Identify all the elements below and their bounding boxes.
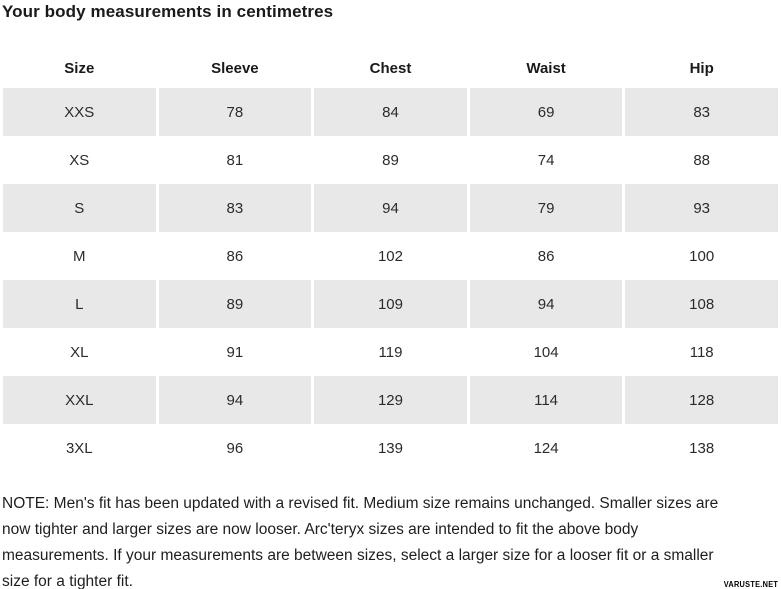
- cell-size: 3XL: [3, 424, 156, 472]
- cell-chest: 139: [314, 424, 467, 472]
- cell-size: S: [3, 184, 156, 232]
- header-row: Size Sleeve Chest Waist Hip: [3, 48, 778, 88]
- cell-sleeve: 96: [158, 424, 312, 472]
- table-row-m: M 86 102 86 100: [3, 232, 778, 280]
- table-row-xxs: XXS 78 84 69 83: [3, 88, 778, 136]
- cell-waist: 86: [469, 232, 623, 280]
- cell-hip: 93: [625, 184, 778, 232]
- column-header-size: Size: [64, 59, 95, 77]
- cell-size: XL: [3, 328, 156, 376]
- cell-size: XS: [3, 136, 156, 184]
- cell-waist: 124: [469, 424, 623, 472]
- cell-hip: 118: [625, 328, 778, 376]
- column-header-sleeve: Sleeve: [211, 59, 259, 77]
- table-row-xxl: XXL 94 129 114 128: [3, 376, 778, 424]
- cell-chest: 119: [314, 328, 467, 376]
- cell-chest: 129: [314, 376, 467, 424]
- cell-size: L: [3, 280, 156, 328]
- cell-size: XXS: [3, 88, 156, 136]
- column-header-chest: Chest: [369, 59, 412, 77]
- cell-waist: 94: [469, 280, 623, 328]
- cell-sleeve: 94: [158, 376, 312, 424]
- cell-size: XXL: [3, 376, 156, 424]
- cell-sleeve: 83: [158, 184, 312, 232]
- cell-sleeve: 86: [158, 232, 312, 280]
- cell-hip: 83: [625, 88, 778, 136]
- note-line: NOTE: Men's fit has been updated with a …: [2, 495, 719, 512]
- cell-chest: 102: [314, 232, 467, 280]
- table-row-l: L 89 109 94 108: [3, 280, 778, 328]
- cell-sleeve: 81: [158, 136, 312, 184]
- note-line: now tighter and larger sizes are now loo…: [2, 521, 639, 538]
- cell-size: M: [3, 232, 156, 280]
- cell-chest: 84: [314, 88, 467, 136]
- note-text: NOTE: Men's fit has been updated with a …: [2, 491, 781, 589]
- note-line: measurements. If your measurements are b…: [2, 547, 714, 564]
- cell-waist: 79: [469, 184, 623, 232]
- cell-hip: 88: [625, 136, 778, 184]
- cell-hip: 128: [625, 376, 778, 424]
- watermark: VARUSTE.NET: [723, 580, 778, 589]
- cell-chest: 109: [314, 280, 467, 328]
- measurements-table: Size Sleeve Chest Waist Hip XXS 78 84 69…: [0, 48, 781, 472]
- cell-hip: 100: [625, 232, 778, 280]
- note-line: size for a tighter fit.: [2, 573, 133, 589]
- table-row-xs: XS 81 89 74 88: [3, 136, 778, 184]
- cell-waist: 114: [469, 376, 623, 424]
- cell-chest: 94: [314, 184, 467, 232]
- cell-hip: 138: [625, 424, 778, 472]
- table-row-xl: XL 91 119 104 118: [3, 328, 778, 376]
- page-title: Your body measurements in centimetres: [2, 2, 334, 21]
- cell-sleeve: 78: [158, 88, 312, 136]
- cell-sleeve: 89: [158, 280, 312, 328]
- cell-waist: 104: [469, 328, 623, 376]
- cell-waist: 74: [469, 136, 623, 184]
- column-header-waist: Waist: [526, 59, 566, 77]
- table-row-s: S 83 94 79 93: [3, 184, 778, 232]
- cell-waist: 69: [469, 88, 623, 136]
- cell-hip: 108: [625, 280, 778, 328]
- column-header-hip: Hip: [689, 59, 714, 77]
- cell-chest: 89: [314, 136, 467, 184]
- cell-sleeve: 91: [158, 328, 312, 376]
- table-row-3xl: 3XL 96 139 124 138: [3, 424, 778, 472]
